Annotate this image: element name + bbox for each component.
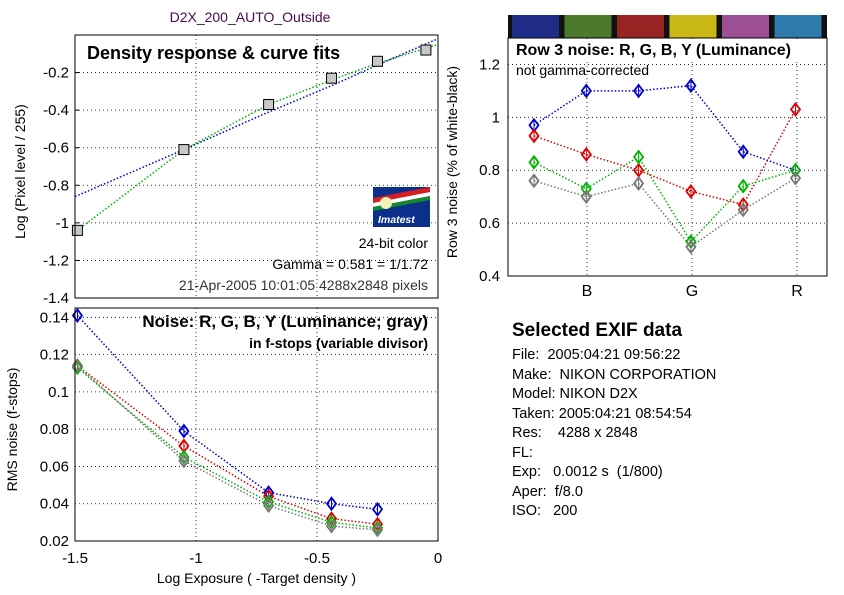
page-title: D2X_200_AUTO_Outside [169,9,331,25]
y-tick-label: -0.8 [43,177,69,194]
y-tick-label: 1 [492,109,500,126]
series-line [533,109,797,206]
info-line: 21-Apr-2005 10:01:05 4288x2848 pixels [179,277,428,293]
x-tick-label: -1 [189,550,202,567]
x-tick-label: B [582,283,593,300]
y-tick-label: -1.2 [43,252,69,269]
imatest-logo: Imatest [373,187,430,227]
exif-line: Make: NIKON CORPORATION [512,366,717,383]
y-tick-label: 0.12 [40,347,69,364]
y-axis-label: Row 3 noise (% of white-black) [444,66,460,258]
data-point [420,44,432,56]
x-tick-label: G [686,283,698,300]
x-axis-label: Log Exposure ( -Target density ) [157,570,356,586]
logo-text: Imatest [378,214,415,226]
exif-line: File: 2005:04:21 09:56:22 [512,347,681,363]
data-point [178,144,190,156]
exif-line: Exp: 0.0012 s (1/800) [512,464,663,480]
plot-frame [74,307,439,542]
x-tick-label: 0 [434,550,442,567]
fit-curve-green [76,43,439,231]
plot-frame [507,37,828,277]
chart-title: Density response & curve fits [87,43,340,63]
chart-title: Noise: R, G, B, Y (Luminance; gray) [142,312,428,331]
color-patch [722,15,769,38]
fit-curve-blue [74,38,439,198]
y-tick-label: 0.14 [40,309,69,326]
y-tick-label: 0.08 [40,421,69,438]
data-point [326,72,338,84]
series-line [533,177,796,248]
data-point [263,99,275,111]
y-tick-label: 0.4 [479,268,500,285]
y-tick-label: -0.6 [43,140,69,157]
title-background [509,39,827,59]
color-patch [774,15,822,38]
y-tick-label: 0.6 [479,215,500,232]
exif-line: Aper: f/8.0 [512,483,583,500]
x-tick-label: -1.5 [62,550,88,567]
exif-line: Res: 4288 x 2848 [512,425,638,441]
y-axis-label: Log (Pixel level / 255) [12,104,28,239]
plot-frame [74,34,439,299]
info-line: 24-bit color [359,235,429,251]
y-axis-label: RMS noise (f-stops) [4,368,20,492]
plot-area [508,38,827,276]
color-patch [617,15,664,38]
plot-area [75,35,438,298]
y-tick-label: 0.8 [479,162,500,179]
chart-title: Row 3 noise: R, G, B, Y (Luminance) [516,42,791,59]
y-tick-label: -1 [56,215,69,232]
y-tick-label: 0.1 [48,384,69,401]
y-tick-label: -0.2 [43,65,69,82]
chart-subtitle: not gamma-corrected [516,62,649,78]
info-line: Gamma = 0.581 = 1/1.72 [272,256,428,272]
sun-icon [380,197,392,209]
color-patch [669,15,717,38]
series-line [533,155,796,243]
exif-line: FL: [512,444,533,461]
series-line [533,84,796,171]
color-patch [564,15,612,38]
y-tick-label: 0.04 [40,496,69,513]
y-tick-label: 1.2 [479,56,500,73]
data-point [372,55,383,67]
color-patch [512,15,559,38]
y-tick-label: -1.4 [43,290,69,307]
x-tick-label: -0.5 [304,550,330,567]
exif-heading: Selected EXIF data [512,320,683,341]
exif-line: ISO: 200 [512,503,578,519]
data-point [71,224,83,236]
y-tick-label: -0.4 [43,102,69,119]
exif-line: Taken: 2005:04:21 08:54:54 [512,405,692,422]
y-tick-label: 0.02 [40,533,69,550]
x-tick-label: R [791,283,803,300]
exif-panel: Selected EXIF data File: 2005:04:21 09:5… [512,320,832,522]
y-tick-label: 0.06 [40,458,69,475]
exif-line: Model: NIKON D2X [512,386,638,402]
chart-subtitle: in f-stops (variable divisor) [249,335,428,351]
